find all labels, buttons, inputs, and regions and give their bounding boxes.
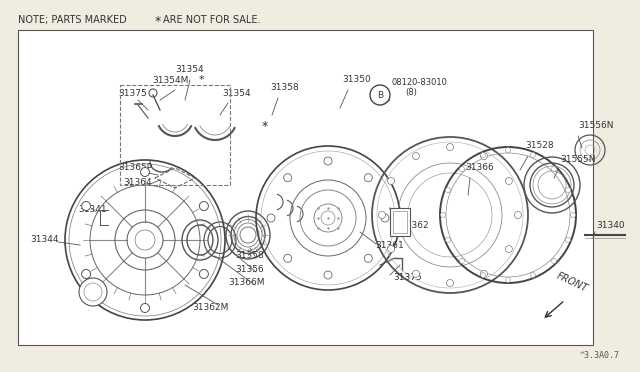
Text: FRONT: FRONT [555,271,589,294]
Circle shape [388,177,395,185]
Circle shape [141,304,150,312]
Bar [120,85,230,185]
Text: 31362M: 31362M [192,303,228,312]
Text: 31361: 31361 [375,241,404,250]
Circle shape [506,246,513,253]
Text: 31356: 31356 [235,265,264,274]
Text: B: B [377,90,383,99]
Text: *: * [155,15,161,28]
Circle shape [413,153,419,160]
Circle shape [481,273,486,278]
Circle shape [506,148,511,153]
Circle shape [445,237,451,243]
Circle shape [460,259,465,263]
Text: 31555N: 31555N [560,155,595,164]
Circle shape [388,246,395,253]
Circle shape [566,187,570,193]
Text: (8): (8) [405,88,417,97]
Circle shape [566,237,570,243]
Circle shape [531,273,536,278]
Text: 31375: 31375 [393,273,422,282]
Text: NOTE; PARTS MARKED: NOTE; PARTS MARKED [18,15,127,25]
Circle shape [481,153,488,160]
Circle shape [378,212,385,218]
Circle shape [570,212,575,218]
Text: 31341: 31341 [78,205,107,214]
Text: 31354: 31354 [222,89,251,98]
Text: 31354: 31354 [176,65,204,74]
Circle shape [552,259,556,263]
Bar [393,211,407,233]
Circle shape [267,214,275,222]
Circle shape [506,278,511,282]
Text: 31344: 31344 [30,235,58,244]
Text: 31364: 31364 [123,178,152,187]
Circle shape [82,269,91,279]
Circle shape [141,167,150,176]
Circle shape [82,202,91,211]
Text: 31350: 31350 [342,75,371,84]
Circle shape [200,202,209,211]
Circle shape [506,177,513,185]
Bar [390,208,410,236]
Circle shape [445,187,451,193]
Text: 31358: 31358 [270,83,299,92]
Circle shape [200,269,209,279]
FancyBboxPatch shape [18,30,593,345]
Circle shape [79,278,107,306]
Circle shape [440,212,445,218]
Circle shape [284,254,292,262]
Circle shape [552,167,556,171]
Text: 31366M: 31366M [228,278,264,287]
Circle shape [324,271,332,279]
Circle shape [481,153,486,157]
Text: ^3.3A0.7: ^3.3A0.7 [580,351,620,360]
Text: *: * [199,75,205,85]
Text: ARE NOT FOR SALE.: ARE NOT FOR SALE. [163,15,260,25]
Circle shape [460,167,465,171]
Circle shape [515,212,522,218]
Text: 31340: 31340 [596,221,625,230]
Text: 31366: 31366 [465,163,493,172]
Text: 31528: 31528 [525,141,554,150]
Circle shape [364,254,372,262]
Circle shape [481,270,488,278]
Circle shape [531,153,536,157]
Text: 31556N: 31556N [578,121,614,130]
Circle shape [413,270,419,278]
Circle shape [284,174,292,182]
Circle shape [324,157,332,165]
Text: 08120-83010: 08120-83010 [392,78,448,87]
Text: 31365P: 31365P [118,163,152,172]
Circle shape [447,144,454,151]
Text: 31362: 31362 [400,221,429,230]
Circle shape [364,174,372,182]
Text: 31354M: 31354M [152,76,188,85]
Text: 31358: 31358 [235,251,264,260]
Text: 31375: 31375 [118,89,147,98]
Text: *: * [262,120,268,133]
Circle shape [381,214,389,222]
Circle shape [447,279,454,286]
